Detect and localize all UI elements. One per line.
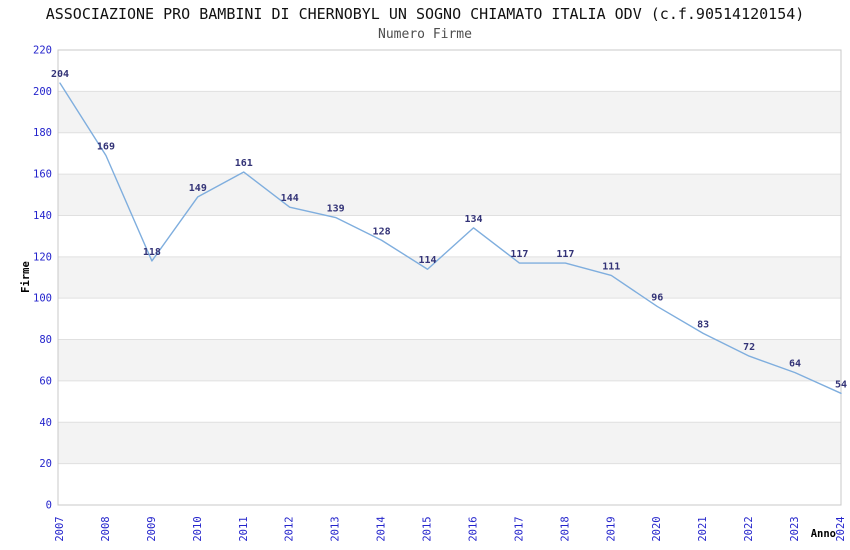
plot-band (58, 256, 841, 299)
chart-subtitle: Numero Firme (378, 27, 472, 42)
y-tick-label: 200 (33, 86, 52, 98)
data-point-label: 96 (651, 292, 663, 303)
y-tick-label: 140 (33, 210, 52, 222)
y-tick-label: 220 (33, 45, 52, 57)
y-tick-label: 100 (33, 293, 52, 305)
x-axis-title: Anno (811, 528, 836, 540)
x-tick-label: 2008 (100, 516, 112, 541)
x-tick-label: 2014 (376, 516, 388, 541)
data-point-label: 144 (281, 193, 299, 204)
y-tick-label: 160 (33, 169, 52, 181)
series-line (59, 82, 842, 395)
data-point-label: 54 (835, 379, 847, 390)
x-tick-label: 2016 (467, 516, 479, 541)
x-tick-label: 2021 (697, 516, 709, 541)
data-point-label: 72 (743, 342, 755, 353)
data-point-label: 117 (510, 249, 528, 260)
plot-area: 0 20 40 60 80 100 120 140 160 180 200 220 2007 2008 20… (33, 45, 847, 542)
data-point-label: 83 (697, 319, 709, 330)
x-tick-label: 2013 (330, 516, 342, 541)
chart-title: ASSOCIAZIONE PRO BAMBINI DI CHERNOBYL UN… (45, 5, 805, 23)
data-point-label: 114 (418, 255, 436, 266)
plot-band (58, 91, 841, 133)
x-tick-label: 2012 (284, 516, 296, 541)
data-point-label: 161 (235, 158, 253, 169)
y-axis-title: Firme (20, 261, 32, 293)
y-tick-label: 60 (39, 375, 52, 387)
x-tick-label: 2010 (192, 516, 204, 541)
data-point-label: 149 (189, 183, 207, 194)
data-point-label: 118 (143, 247, 161, 258)
y-tick-label: 40 (39, 417, 52, 429)
y-tick-label: 180 (33, 127, 52, 139)
x-tick-label: 2023 (789, 516, 801, 541)
data-point-label: 134 (464, 214, 482, 225)
data-point-label: 64 (789, 359, 801, 370)
x-tick-label: 2024 (835, 516, 847, 541)
x-tick-label: 2011 (238, 516, 250, 541)
data-point-label: 139 (327, 204, 345, 215)
y-tick-label: 80 (39, 334, 52, 346)
x-tick-label: 2007 (54, 516, 66, 541)
plot-band (58, 174, 841, 216)
y-tick-label: 120 (33, 251, 52, 263)
plot-band (58, 422, 841, 464)
x-tick-label: 2020 (651, 516, 663, 541)
data-point-label: 204 (51, 69, 69, 80)
x-tick-label: 2018 (559, 516, 571, 541)
plot-border (57, 49, 842, 506)
data-point-label: 111 (602, 261, 620, 272)
y-tick-label: 0 (46, 500, 52, 512)
plot-band (58, 339, 841, 381)
data-point-label: 128 (373, 226, 391, 237)
x-tick-label: 2015 (422, 516, 434, 541)
data-point-label: 117 (556, 249, 574, 260)
x-tick-label: 2017 (513, 516, 525, 541)
data-point-label: 169 (97, 141, 115, 152)
y-tick-label: 20 (39, 458, 52, 470)
x-tick-label: 2009 (146, 516, 158, 541)
x-tick-label: 2019 (605, 516, 617, 541)
x-tick-label: 2022 (743, 516, 755, 541)
